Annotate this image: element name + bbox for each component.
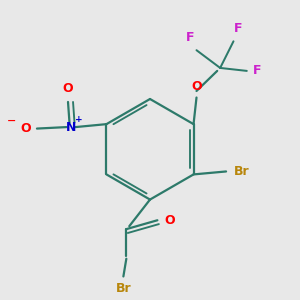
Text: +: + [75, 115, 83, 124]
Text: O: O [63, 82, 73, 94]
Text: O: O [20, 122, 31, 135]
Text: Br: Br [233, 165, 249, 178]
Text: Br: Br [116, 282, 131, 296]
Text: F: F [234, 22, 242, 35]
Text: F: F [253, 64, 261, 77]
Text: F: F [186, 31, 195, 44]
Text: O: O [191, 80, 202, 93]
Text: −: − [7, 116, 16, 126]
Text: N: N [66, 121, 76, 134]
Text: O: O [165, 214, 176, 227]
